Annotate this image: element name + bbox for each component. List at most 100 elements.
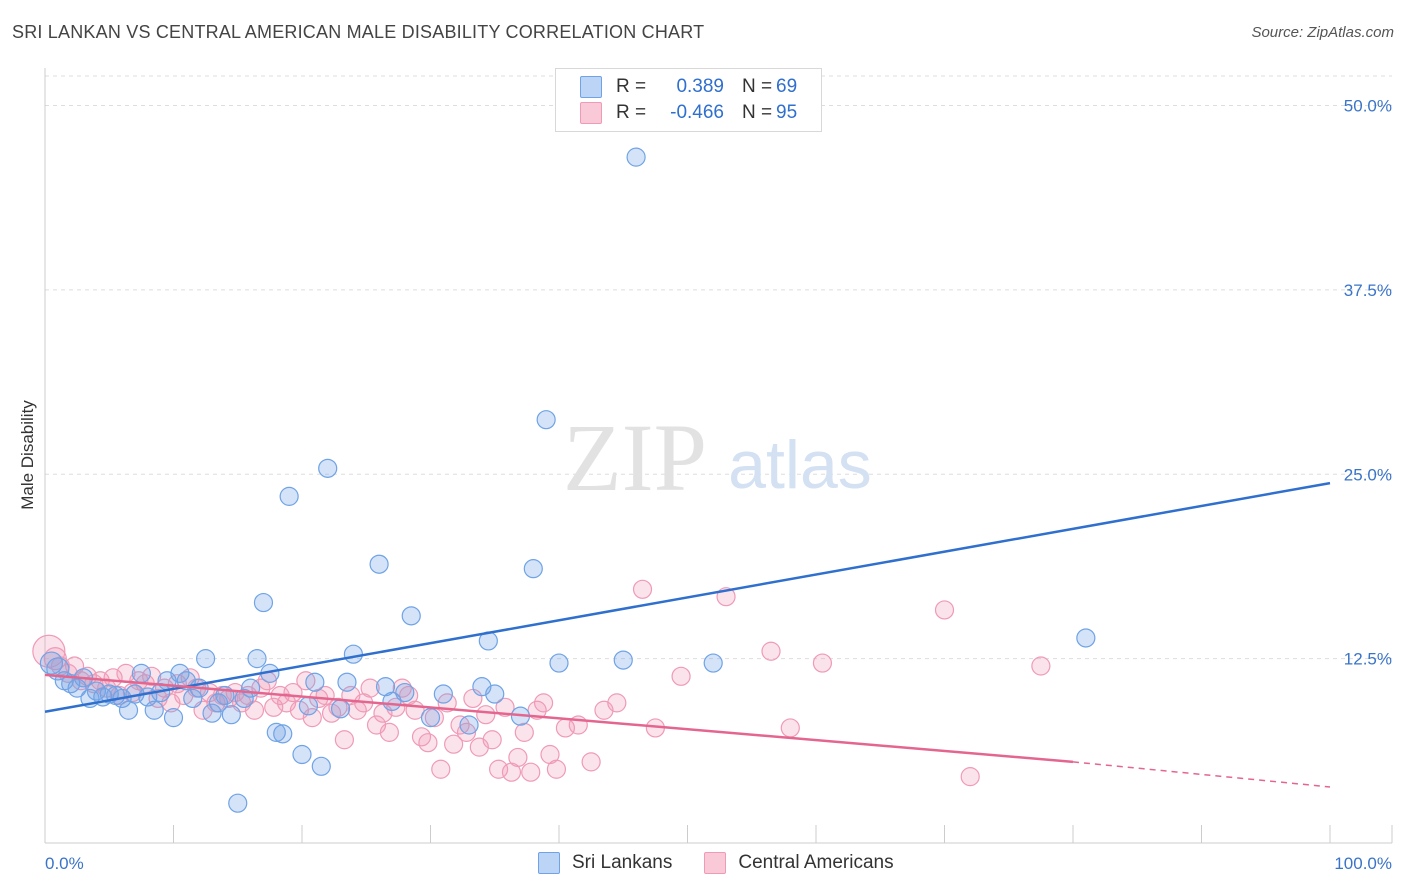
- central-american-point: [521, 762, 541, 782]
- y-axis-title: Male Disability: [18, 400, 37, 510]
- central-american-point: [508, 747, 528, 768]
- central-american-point: [607, 693, 627, 713]
- legend-n-value: 69: [776, 76, 798, 97]
- central-american-point: [264, 697, 284, 717]
- axis-labels: Male Disability 12.5% 25.0% 37.5% 50.0% 0.0%…: [18, 97, 1392, 874]
- trend-lines: [44, 481, 1331, 788]
- sri-lankan-point: [144, 700, 164, 720]
- central-american-point: [360, 678, 380, 698]
- sri-lankan-point: [292, 744, 312, 765]
- sri-lankan-point: [273, 724, 293, 744]
- series-label: Sri Lankans: [572, 852, 673, 873]
- x-tick-label: 0.0%: [45, 854, 84, 873]
- legend-r-label: R =: [616, 76, 647, 97]
- y-tick-label: 37.5%: [1344, 281, 1392, 300]
- sri-lankan-point: [305, 672, 325, 692]
- central-american-point: [444, 734, 464, 754]
- central-american-point: [780, 718, 800, 738]
- legend-n-label: N =: [742, 102, 773, 123]
- central-american-point: [418, 733, 438, 753]
- chart-title: SRI LANKAN VS CENTRAL AMERICAN MALE DISA…: [12, 22, 705, 42]
- central-american-point: [334, 730, 355, 750]
- central-american-point: [302, 708, 322, 728]
- sri-lankan-point: [279, 486, 299, 506]
- central-american-point: [456, 722, 477, 742]
- sri-lankan-point: [163, 708, 184, 728]
- series-legend: Sri Lankans Central Americans: [538, 852, 926, 874]
- sri-lankan-point: [433, 684, 453, 704]
- central-american-point: [632, 579, 653, 599]
- sri-lankan-point: [536, 410, 556, 430]
- sri-lankan-point: [208, 693, 229, 713]
- central-american-point: [934, 600, 955, 620]
- watermark: ZIP atlas: [563, 404, 872, 511]
- sri-lankan-point: [369, 554, 389, 574]
- sri-lankan-point: [395, 682, 415, 703]
- central-american-point: [533, 693, 554, 713]
- watermark-zip: ZIP: [563, 404, 707, 511]
- central-american-point: [812, 653, 833, 673]
- central-americans-trend-extension: [1072, 761, 1331, 788]
- central-american-point: [431, 759, 451, 779]
- sri-lankan-point: [523, 559, 543, 579]
- sri-lankan-point: [131, 663, 151, 683]
- sri-lankan-point: [247, 649, 267, 669]
- legend-n-label: N =: [742, 76, 773, 97]
- sri-lankan-point: [241, 678, 261, 698]
- series-swatch-blue: [538, 852, 560, 874]
- sri-lankan-point: [118, 700, 139, 720]
- legend-r-label: R =: [616, 102, 647, 123]
- central-american-point: [761, 641, 781, 661]
- legend-swatch-blue: [580, 76, 602, 98]
- series-legend-item-sri-lankans[interactable]: Sri Lankans: [538, 852, 672, 874]
- sri-lankan-point: [549, 653, 569, 673]
- sri-lankan-point: [228, 793, 248, 813]
- sri-lankan-point: [221, 705, 241, 725]
- sri-lankan-point: [253, 592, 274, 613]
- sri-lankans-points: [39, 147, 1096, 813]
- central-american-point: [671, 666, 691, 686]
- sri-lankan-point: [298, 696, 319, 716]
- sri-lankan-point: [234, 688, 254, 709]
- central-american-point: [482, 730, 502, 750]
- legend-r-value: -0.466: [670, 102, 724, 123]
- series-label: Central Americans: [738, 852, 894, 873]
- sri-lankan-point: [318, 458, 338, 478]
- y-tick-label: 50.0%: [1344, 97, 1392, 116]
- grid-layer: [45, 75, 1392, 660]
- watermark-atlas: atlas: [728, 427, 872, 503]
- central-american-point: [495, 697, 515, 717]
- series-swatch-pink: [704, 852, 727, 874]
- sri-lankan-point: [330, 699, 351, 719]
- sri-lankan-point: [420, 708, 441, 728]
- sri-lankan-point: [1076, 628, 1096, 648]
- correlation-legend: R = 0.389 N = 69 R = -0.466 N = 95: [555, 68, 822, 132]
- legend-swatch-pink: [580, 102, 602, 124]
- central-american-point: [379, 722, 399, 742]
- source-label: Source: ZipAtlas.com: [1251, 24, 1394, 41]
- x-tick-label: 100.0%: [1334, 854, 1392, 873]
- sri-lankan-point: [170, 663, 190, 683]
- sri-lankan-point: [459, 715, 479, 735]
- sri-lankan-point: [183, 688, 203, 709]
- central-american-point: [546, 759, 567, 779]
- legend-row-sri-lankans: R = 0.389 N = 69: [580, 75, 816, 99]
- sri-lankan-point: [202, 703, 222, 723]
- sri-lankan-point: [311, 756, 331, 776]
- sri-lankan-point: [67, 678, 87, 698]
- legend-n-value: 95: [776, 102, 798, 123]
- sri-lankan-point: [266, 722, 286, 742]
- y-tick-label: 25.0%: [1344, 465, 1392, 484]
- legend-row-central-americans: R = -0.466 N = 95: [580, 101, 816, 125]
- sri-lankan-point: [485, 684, 505, 704]
- sri-lankan-point: [196, 649, 216, 669]
- sri-lankan-point: [401, 606, 421, 626]
- central-american-point: [1031, 656, 1051, 676]
- legend-r-value: 0.389: [676, 76, 724, 97]
- sri-lankan-point: [343, 644, 363, 664]
- series-legend-item-central-americans[interactable]: Central Americans: [704, 852, 894, 874]
- sri-lankan-point: [337, 672, 357, 692]
- central-american-point: [514, 722, 534, 742]
